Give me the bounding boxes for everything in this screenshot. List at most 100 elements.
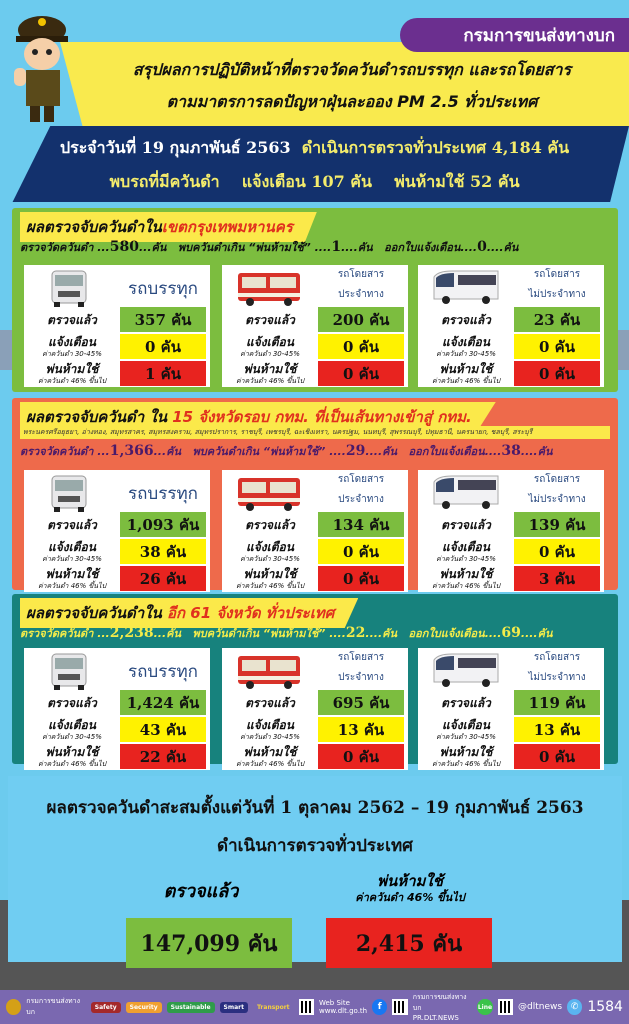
cumulative-panel: ผลตรวจควันดำสะสมตั้งแต่วันที่ 1 ตุลาคม 2… (8, 776, 622, 968)
row-ban: พ่นห้ามใช้ ค่าควันดำ 46% ขึ้นไป 0 คัน (418, 361, 604, 387)
website-link[interactable]: Web Site www.dlt.go.th (319, 999, 367, 1015)
warn-title: แจ้งเตือน (442, 335, 490, 349)
warn-sub: ค่าควันดำ 30-45% (42, 555, 102, 563)
ban-label: พ่นห้ามใช้ ค่าควันดำ 46% ขึ้นไป (26, 363, 118, 387)
vehicle-type-line1: รถโดยสาร (337, 269, 385, 280)
checked-value: 357 คัน (120, 307, 206, 332)
unit-label: คัน (166, 627, 182, 640)
section-3: ผลตรวจจับควันดำใน อีก 61 จังหวัด ทั่วประ… (12, 594, 618, 770)
warned-count: 0 (477, 239, 487, 255)
ban-title: พ่นห้ามใช้ (439, 567, 493, 581)
warn-label: แจ้งเตือน ค่าควันดำ 30-45% (26, 541, 118, 565)
ban-label: พ่นห้ามใช้ ค่าควันดำ 46% ขึ้นไป (26, 746, 118, 770)
warn-label: แจ้งเตือน ค่าควันดำ 30-45% (420, 336, 512, 360)
coach-icon (428, 652, 504, 690)
warn-value: 43 คัน (120, 717, 206, 742)
vehicle-type-line2: ไม่ประจำทาง (528, 289, 586, 300)
facebook-icon[interactable]: f (372, 999, 388, 1015)
facebook-link[interactable]: กรมการขนส่งทางบก PR.DLT.NEWS (413, 992, 473, 1022)
ban-title: พ่นห้ามใช้ (243, 362, 297, 376)
warn-label: แจ้งเตือน ค่าควันดำ 30-45% (224, 719, 316, 743)
card-truck: รถบรรทุก ตรวจแล้ว 357 คัน แจ้งเตือน ค่าควั… (24, 265, 210, 387)
warn-label: แจ้งเตือน ค่าควันดำ 30-45% (420, 719, 512, 743)
truck-icon (34, 269, 110, 307)
row-ban: พ่นห้ามใช้ ค่าควันดำ 46% ขึ้นไป 0 คัน (222, 566, 408, 592)
over-ban-label: พบควันดำเกิน “พ่นห้ามใช้” (177, 241, 311, 254)
website-url: www.dlt.go.th (318, 1007, 368, 1015)
warn-notice-label: ออกใบแจ้งเตือน (408, 627, 485, 640)
vehicle-type-line1: รถโดยสาร (337, 474, 385, 485)
ban-title: พ่นห้ามใช้ (45, 567, 99, 581)
measured-label: ตรวจวัดควันดำ (20, 445, 94, 458)
facebook-page: PR.DLT.NEWS (412, 1014, 459, 1022)
checked-label: ตรวจแล้ว (47, 696, 97, 710)
ban-value: 26 คัน (120, 566, 206, 591)
ban-value: 3 คัน (514, 566, 600, 591)
card-coach: รถโดยสาร ไม่ประจำทาง ตรวจแล้ว 139 คัน แจ้ง… (418, 470, 604, 592)
checked-value: 695 คัน (318, 690, 404, 715)
section-1: ผลตรวจจับควันดำในเขตกรุงเทพมหานคร ตรวจวั… (12, 208, 618, 392)
card-coach: รถโดยสาร ไม่ประจำทาง ตรวจแล้ว 23 คัน แจ้งเ… (418, 265, 604, 387)
heading-highlight: 15 จังหวัดรอบ กทม. ที่เป็นเส้นทางเข้าสู่… (172, 408, 472, 426)
row-ban: พ่นห้ามใช้ ค่าควันดำ 46% ขึ้นไป 22 คัน (24, 744, 210, 770)
row-ban: พ่นห้ามใช้ ค่าควันดำ 46% ขึ้นไป 3 คัน (418, 566, 604, 592)
row-checked: ตรวจแล้ว 200 คัน (222, 307, 408, 333)
warn-label: แจ้งเตือน ค่าควันดำ 30-45% (420, 541, 512, 565)
unit-label: คัน (151, 241, 167, 254)
unit-label: คัน (382, 627, 398, 640)
ban-label: พ่นห้ามใช้ ค่าควันดำ 46% ขึ้นไป (420, 568, 512, 592)
checked-label: ตรวจแล้ว (441, 696, 491, 710)
measured-count: 580 (109, 239, 139, 255)
coach-icon (428, 269, 504, 307)
vehicle-type-line2: ประจำทาง (338, 289, 384, 300)
warn-notice-label: ออกใบแจ้งเตือน (408, 445, 485, 458)
heading-highlight: อีก 61 จังหวัด ทั่วประเทศ (166, 604, 335, 622)
vehicle-type-line1: รถโดยสาร (337, 652, 385, 663)
cumulative-subtitle: ดำเนินการตรวจทั่วประเทศ (217, 836, 413, 856)
ban-sub: ค่าควันดำ 46% ขึ้นไป (235, 760, 305, 768)
warn-value: 13 คัน (318, 717, 404, 742)
daily-warned: แจ้งเตือน 107 คัน (241, 172, 372, 191)
ban-sub: ค่าควันดำ 46% ขึ้นไป (37, 582, 107, 590)
warn-label: แจ้งเตือน ค่าควันดำ 30-45% (26, 719, 118, 743)
vehicle-type-line2: ไม่ประจำทาง (528, 672, 586, 683)
vehicle-type: รถบรรทุก (128, 484, 198, 504)
row-checked: ตรวจแล้ว 23 คัน (418, 307, 604, 333)
daily-line1: ประจำวันที่ 19 กุมภาพันธ์ 2563 ดำเนินการ… (13, 136, 629, 161)
ban-value: 0 คัน (318, 361, 404, 386)
warn-value: 0 คัน (514, 539, 600, 564)
warn-title: แจ้งเตือน (48, 540, 96, 554)
warn-title: แจ้งเตือน (48, 718, 96, 732)
row-warn: แจ้งเตือน ค่าควันดำ 30-45% 13 คัน (222, 717, 408, 743)
hotline-number[interactable]: 1584 (587, 999, 623, 1015)
vehicle-type: รถบรรทุก (128, 662, 198, 682)
measured-label: ตรวจวัดควันดำ (20, 627, 94, 640)
checked-label: ตรวจแล้ว (245, 696, 295, 710)
row-ban: พ่นห้ามใช้ ค่าควันดำ 46% ขึ้นไป 0 คัน (222, 744, 408, 770)
line-icon[interactable]: Line (477, 999, 493, 1015)
row-checked: ตรวจแล้ว 134 คัน (222, 512, 408, 538)
section-summary: ตรวจวัดควันดำ ...1,366...คัน พบควันดำเกิ… (20, 443, 553, 459)
line-id[interactable]: @dltnews (518, 1002, 563, 1012)
cumulative-checked-value: 147,099 คัน (126, 918, 292, 968)
daily-banned: พ่นห้ามใช้ 52 คัน (394, 172, 520, 191)
website-label: Web Site (318, 999, 350, 1007)
ban-label: พ่นห้ามใช้ ค่าควันดำ 46% ขึ้นไป (26, 568, 118, 592)
warn-title: แจ้งเตือน (246, 540, 294, 554)
warn-label: แจ้งเตือน ค่าควันดำ 30-45% (224, 541, 316, 565)
row-checked: ตรวจแล้ว 695 คัน (222, 690, 408, 716)
ban-title: พ่นห้ามใช้ (243, 567, 297, 581)
ban-sub: ค่าควันดำ 46% ขึ้นไป (37, 760, 107, 768)
ban-label: พ่นห้ามใช้ ค่าควันดำ 46% ขึ้นไป (420, 363, 512, 387)
heading-highlight: เขตกรุงเทพมหานคร (161, 218, 293, 236)
footer-bar: กรมการขนส่งทางบก Safety Security Sustain… (0, 990, 629, 1024)
checked-value: 134 คัน (318, 512, 404, 537)
warn-value: 38 คัน (120, 539, 206, 564)
ban-title: พ่นห้ามใช้ (243, 745, 297, 759)
cumulative-ban-value: 2,415 คัน (326, 918, 492, 968)
ban-label: พ่นห้ามใช้ ค่าควันดำ 46% ขึ้นไป (224, 363, 316, 387)
ban-title: พ่นห้ามใช้ (439, 362, 493, 376)
checked-value: 139 คัน (514, 512, 600, 537)
qr-code-icon (298, 999, 314, 1015)
row-ban: พ่นห้ามใช้ ค่าควันดำ 46% ขึ้นไป 0 คัน (418, 744, 604, 770)
